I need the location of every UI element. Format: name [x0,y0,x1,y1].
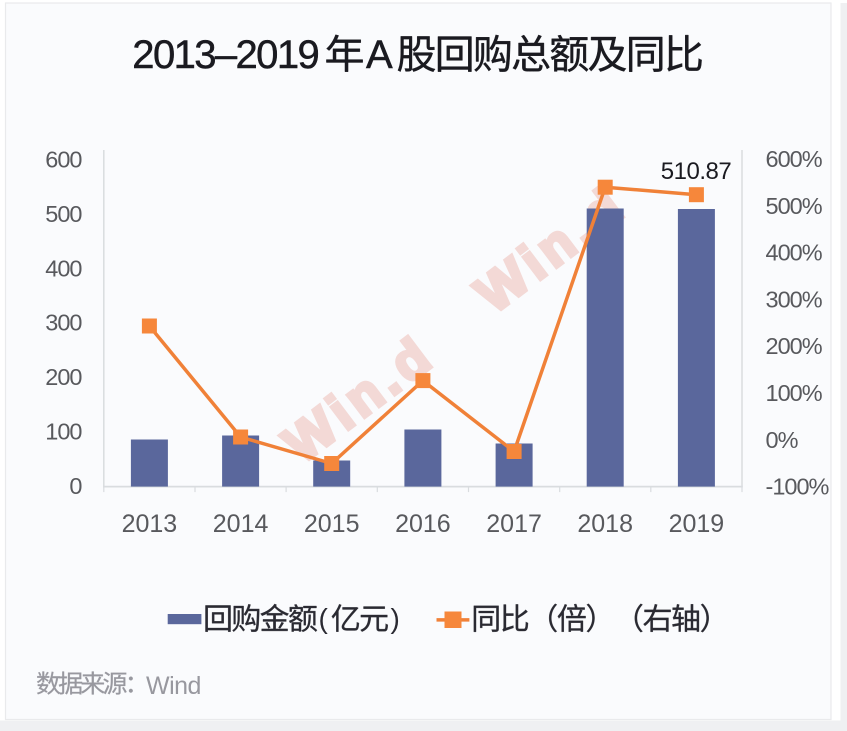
svg-text:100%: 100% [766,380,823,406]
svg-text:500: 500 [45,201,82,227]
svg-text:300%: 300% [766,287,823,313]
svg-text:500%: 500% [766,193,823,219]
svg-text:600%: 600% [766,146,823,172]
svg-text:): ) [391,603,400,634]
svg-text:600: 600 [45,146,82,172]
svg-text:0%: 0% [766,427,799,453]
svg-text:2013–2019: 2013–2019 [132,33,318,77]
svg-text:-100%: -100% [766,474,830,500]
svg-text:A: A [366,33,393,77]
svg-text:300: 300 [45,310,82,336]
svg-text:200: 200 [45,364,82,390]
svg-text:0: 0 [69,473,82,499]
svg-text:100: 100 [45,419,82,445]
svg-text:2018: 2018 [577,510,633,538]
svg-text:510.87: 510.87 [661,158,732,185]
svg-text:400: 400 [45,255,82,281]
svg-text:(: ( [319,603,329,634]
svg-text:2017: 2017 [486,510,542,538]
svg-text:2013: 2013 [122,510,178,538]
svg-text:2019: 2019 [669,510,725,538]
svg-text:2014: 2014 [213,510,269,538]
svg-text:Wind: Wind [146,672,201,700]
svg-text:200%: 200% [766,333,823,359]
svg-text:2015: 2015 [304,510,360,538]
svg-text:400%: 400% [766,240,823,266]
svg-text:2016: 2016 [395,510,451,538]
